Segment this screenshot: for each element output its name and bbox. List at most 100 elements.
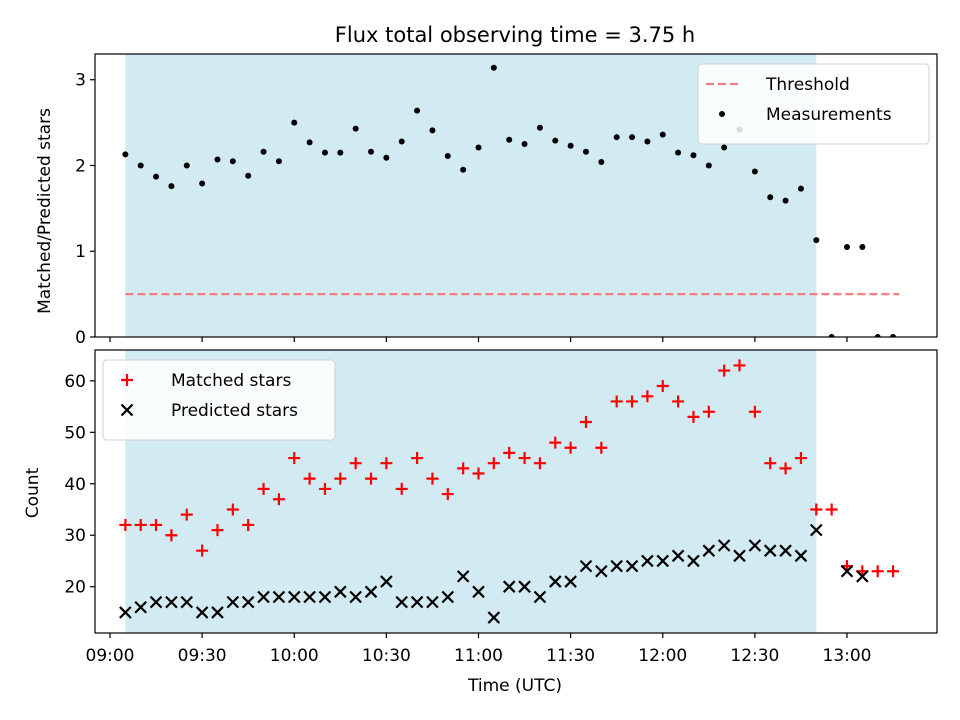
predicted-stars-point [717,539,731,552]
legend-box [697,63,930,145]
matched-stars-point [641,390,654,403]
predicted-stars-point [426,595,439,609]
measurements-point [721,144,728,151]
markers-group [122,64,897,337]
measurements-point [552,137,559,144]
matched-stars-point [672,395,685,408]
matched-stars-point [150,518,163,531]
matched-stars-point [349,457,362,470]
legend-label: Measurements [766,105,892,125]
matched-stars-point [487,457,500,470]
predicted-stars-point [856,570,869,583]
matched-stars-point [810,503,823,516]
measurements-point [260,148,267,155]
x-tick-label: 12:00 [638,646,687,666]
y-tick-label: 3 [75,71,86,91]
measurements-point [813,237,820,244]
matched-stars-point [887,565,900,578]
legend-swatch [719,111,725,117]
y-tick-label: 30 [64,526,86,546]
matched-stars-point [779,462,792,475]
predicted-stars-point [610,559,623,573]
measurements-point [168,183,175,190]
predicted-stars-point [502,580,516,593]
y-tick-label: 20 [64,578,86,598]
matched-stars-point [242,518,255,531]
predicted-stars-point [364,585,378,599]
y-tick-label: 2 [75,156,86,176]
legend-label: Threshold [765,75,850,95]
matched-stars-point [411,452,424,465]
matched-stars-point [687,410,700,423]
matched-stars-point [119,518,132,531]
panel-frame [94,53,938,338]
predicted-stars-point [518,580,531,593]
measurements-point [675,149,682,156]
x-tick-label: 13:00 [823,646,872,666]
matched-stars-point [610,395,623,408]
measurements-point [383,154,390,161]
predicted-stars-point [579,559,593,573]
y-tick-label: 40 [64,475,86,495]
y-tick-label: 50 [64,423,86,443]
measurements-point [506,136,513,143]
predicted-stars-point [487,611,501,624]
measurements-point [767,194,774,201]
legend-box [102,359,336,441]
predicted-stars-point [180,595,194,609]
matched-stars-point [441,488,454,501]
predicted-stars-point [226,595,240,609]
predicted-stars-point [441,590,455,604]
measurements-point [137,162,144,169]
predicted-stars-point [763,544,777,557]
predicted-stars-point [241,595,255,609]
matched-stars-point [211,524,224,537]
matched-stars-point [457,462,470,475]
measurements-point [368,148,375,155]
predicted-stars-point [287,590,301,604]
predicted-stars-point [671,549,685,563]
panel-frame [94,349,938,634]
measurements-point [751,168,758,175]
measurements-point [199,180,206,187]
predicted-stars-point [303,590,316,604]
measurements-point [521,141,528,148]
y-tick-label: 1 [75,242,86,262]
y-tick-label: 0 [75,328,86,348]
predicted-stars-point [472,585,485,599]
predicted-stars-point [595,564,608,578]
measurements-point [475,144,482,151]
matched-stars-point [288,452,301,465]
predicted-stars-point [165,595,178,609]
matched-stars-point [472,467,485,480]
matched-stars-point [718,364,731,377]
legend-swatch [121,374,133,386]
matched-stars-point [134,518,147,531]
matched-stars-point [626,395,639,408]
measurements-point [629,134,636,141]
matched-stars-point [748,405,761,418]
legend-label: Matched stars [171,371,291,391]
matched-stars-point [702,405,715,418]
measurements-point [644,138,651,145]
x-tick-label: 09:30 [178,646,227,666]
matched-stars-point [365,472,378,485]
panel-2: 20 30 40 50 60 09:00 09:30 10:00 10:30 11:00 11:30… [64,349,938,666]
measurements-point [153,173,160,180]
matched-stars-point [165,529,178,542]
legend: Threshold Measurements [697,63,930,145]
measurements-point [828,334,835,337]
measurements-point [352,125,359,132]
predicted-stars-point [119,606,132,619]
measurements-point [598,159,605,166]
matched-stars-point [380,457,393,470]
predicted-stars-point [794,549,808,563]
matched-stars-point [226,503,239,516]
matched-stars-point [656,380,669,393]
measurements-point [613,134,620,141]
measurements-point [214,156,221,163]
measurements-point [705,162,712,169]
matched-stars-point [794,452,807,465]
predicted-stars-point [134,600,147,614]
matched-stars-point [579,416,592,429]
